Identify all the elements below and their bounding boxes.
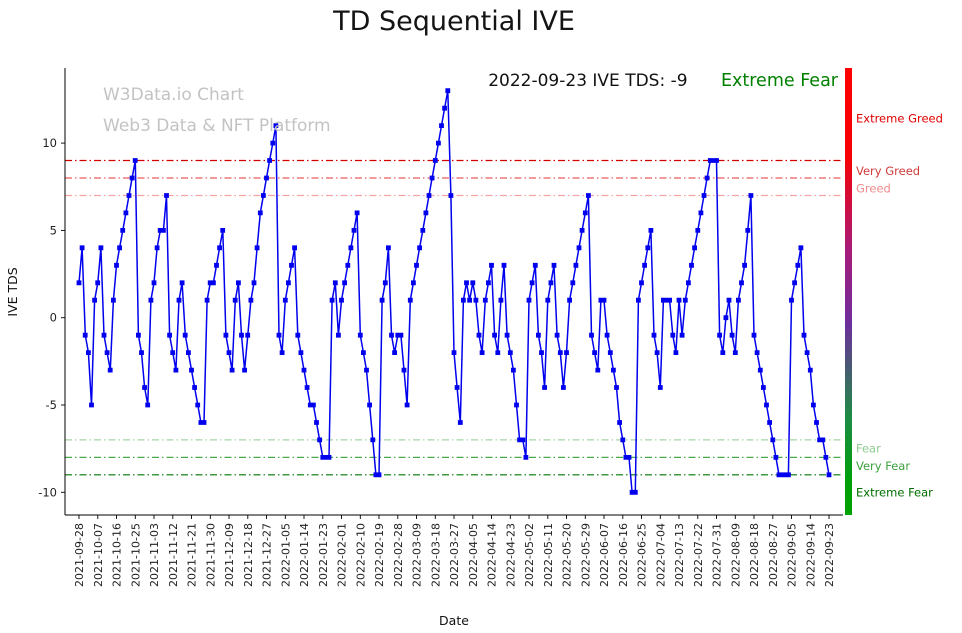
x-tick-label: 2022-05-29 — [579, 523, 592, 587]
zone-label: Extreme Greed — [856, 112, 943, 126]
current-reading-text: 2022-09-23 IVE TDS: -9 — [488, 71, 688, 91]
y-tick-label: 0 — [50, 311, 57, 325]
x-tick-label: 2022-06-16 — [617, 523, 630, 587]
x-tick-label: 2022-09-14 — [804, 523, 817, 587]
x-tick-label: 2022-02-10 — [354, 523, 367, 587]
x-tick-label: 2021-09-28 — [73, 523, 86, 587]
x-tick-label: 2022-02-28 — [392, 523, 405, 587]
x-tick-label: 2022-07-13 — [673, 523, 686, 587]
x-tick-label: 2022-03-18 — [429, 523, 442, 587]
x-tick-label: 2022-08-18 — [748, 523, 761, 587]
x-tick-label: 2022-03-09 — [411, 523, 424, 587]
x-tick-label: 2021-11-03 — [148, 523, 161, 587]
x-tick-label: 2021-11-21 — [186, 523, 199, 587]
zone-label: Fear — [856, 442, 881, 456]
x-tick-label: 2021-10-25 — [129, 523, 142, 587]
x-tick-label: 2022-05-02 — [523, 523, 536, 587]
x-tick-label: 2022-01-14 — [298, 523, 311, 587]
x-axis-title: Date — [439, 613, 469, 628]
sentiment-colorbar — [845, 68, 852, 515]
current-status: Extreme Fear — [720, 71, 838, 91]
y-tick-label: -5 — [46, 398, 57, 412]
y-tick-label: 5 — [50, 223, 57, 237]
x-tick-label: 2022-03-27 — [448, 523, 461, 587]
x-tick-label: 2022-07-22 — [692, 523, 705, 587]
zone-label: Very Greed — [856, 164, 920, 178]
x-tick-label: 2021-10-16 — [111, 523, 124, 587]
chart-title: TD Sequential IVE — [333, 6, 575, 37]
x-tick-label: 2022-06-25 — [636, 523, 649, 587]
x-tick-label: 2022-09-05 — [786, 523, 799, 587]
y-tick-label: 10 — [42, 136, 57, 150]
x-tick-label: 2021-10-07 — [92, 523, 105, 587]
x-tick-label: 2022-02-01 — [336, 523, 349, 587]
x-tick-label: 2022-05-11 — [542, 523, 555, 587]
x-tick-label: 2021-12-18 — [242, 523, 255, 587]
x-tick-label: 2022-08-09 — [729, 523, 742, 587]
zone-label: Greed — [856, 182, 891, 196]
current-reading: 2022-09-23 IVE TDS: -9 Extreme Fear — [488, 71, 838, 91]
x-tick-label: 2022-02-19 — [373, 523, 386, 587]
x-tick-label: 2021-12-09 — [223, 523, 236, 587]
zone-label: Very Fear — [856, 459, 910, 473]
x-tick-label: 2022-06-07 — [598, 523, 611, 587]
x-tick-label: 2021-11-30 — [204, 523, 217, 587]
zone-label: Extreme Fear — [856, 485, 933, 499]
series-line — [78, 90, 830, 494]
x-tick-label: 2022-07-04 — [654, 523, 667, 587]
x-tick-label: 2022-04-05 — [467, 523, 480, 587]
x-tick-label: 2022-04-14 — [486, 523, 499, 587]
x-tick-label: 2022-07-31 — [711, 523, 724, 587]
x-tick-label: 2021-11-12 — [167, 523, 180, 587]
x-tick-label: 2022-01-05 — [279, 523, 292, 587]
x-tick-label: 2022-01-23 — [317, 523, 330, 587]
y-axis-title: IVE TDS — [5, 267, 20, 316]
x-tick-label: 2022-05-20 — [561, 523, 574, 587]
x-tick-label: 2022-08-27 — [767, 523, 780, 587]
x-tick-label: 2022-04-23 — [504, 523, 517, 587]
x-tick-label: 2022-09-23 — [823, 523, 836, 587]
y-tick-label: -10 — [38, 485, 57, 499]
x-tick-label: 2021-12-27 — [261, 523, 274, 587]
